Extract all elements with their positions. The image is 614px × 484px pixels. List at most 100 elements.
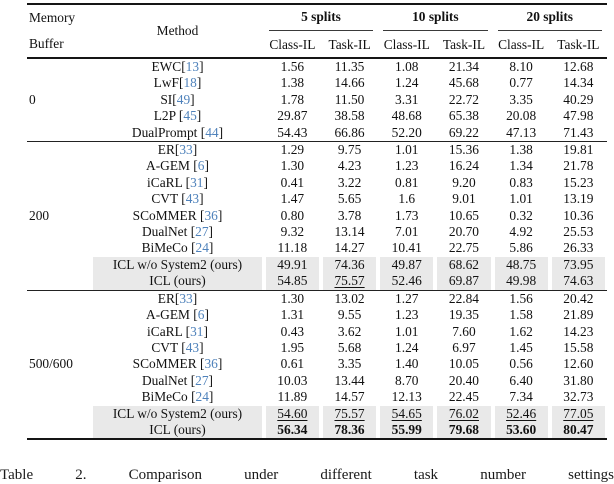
value-cell: 49.87 bbox=[378, 256, 435, 274]
citation-link[interactable]: 31 bbox=[190, 323, 204, 339]
table-row: SCoMMER [36] 0.80 3.78 1.73 10.65 0.32 10.36 bbox=[27, 208, 607, 224]
value-cell: 1.24 bbox=[395, 339, 419, 355]
value-cell: 10.36 bbox=[563, 207, 594, 223]
citation-link[interactable]: 13 bbox=[185, 59, 200, 74]
method-cell: ER[33] bbox=[91, 289, 264, 307]
method-header: Method bbox=[91, 5, 264, 59]
value-cell: 14.34 bbox=[563, 75, 594, 91]
value-cell: 3.35 bbox=[509, 91, 533, 107]
citation-link[interactable]: 33 bbox=[179, 290, 193, 306]
value-cell: 20.40 bbox=[448, 372, 480, 388]
value-cell: 1.6 bbox=[398, 191, 416, 207]
method-label: CVT bbox=[151, 339, 178, 355]
table-row: DualNet [27] 10.03 13.44 8.70 20.40 6.40 31.80 bbox=[27, 373, 607, 389]
method-cell: DualPrompt [44] bbox=[131, 124, 224, 140]
value-cell: 1.45 bbox=[509, 339, 533, 355]
value-cell: 48.68 bbox=[391, 108, 422, 124]
method-label: CVT bbox=[151, 191, 178, 207]
group-header-20-splits-label: 20 splits bbox=[497, 7, 602, 32]
value-cell: 22.75 bbox=[448, 240, 480, 256]
memory-buffer-value: 200 bbox=[27, 141, 92, 290]
value-cell: 26.33 bbox=[563, 240, 594, 256]
value-cell: 1.23 bbox=[395, 158, 419, 174]
value-cell: 6.40 bbox=[509, 372, 533, 388]
value-cell: 49.91 bbox=[264, 256, 321, 274]
value-cell: 65.38 bbox=[448, 108, 480, 124]
value-cell: 15.58 bbox=[563, 339, 594, 355]
value-cell: 9.01 bbox=[452, 191, 476, 207]
value-cell: 9.75 bbox=[320, 141, 379, 158]
citation-link[interactable]: 33 bbox=[179, 142, 193, 158]
value-cell: 78.36 bbox=[321, 421, 378, 439]
value-cell: 29.87 bbox=[277, 108, 308, 124]
citation-link[interactable]: 27 bbox=[195, 372, 209, 388]
method-cell: A-GEM [6] bbox=[146, 307, 209, 323]
value-cell: 15.36 bbox=[435, 141, 493, 158]
value-cell: 0.56 bbox=[509, 356, 533, 372]
value-cell: 74.63 bbox=[550, 273, 607, 290]
value-cell: 5.65 bbox=[337, 191, 362, 207]
value-cell: 1.56 bbox=[492, 289, 550, 307]
citation-link[interactable]: 31 bbox=[190, 174, 204, 190]
value-cell: 54.85 bbox=[264, 273, 321, 290]
method-cell: DualNet [27] bbox=[141, 224, 214, 240]
citation-link[interactable]: 43 bbox=[185, 191, 200, 207]
value-cell: 1.01 bbox=[378, 141, 436, 158]
value-cell: 13.44 bbox=[334, 372, 365, 388]
group-header-10-splits: 10 splits bbox=[378, 5, 492, 32]
table-row: BiMeCo [24] 11.18 14.27 10.41 22.75 5.86 26.33 bbox=[27, 240, 607, 256]
table-row: 200 ER[33] 1.29 9.75 1.01 15.36 1.38 19.81 bbox=[27, 141, 607, 223]
value-cell: 22.72 bbox=[448, 91, 480, 107]
value-cell: 11.18 bbox=[277, 240, 308, 256]
value-cell: 1.47 bbox=[280, 191, 305, 207]
value-cell: 4.23 bbox=[337, 158, 362, 174]
value-cell: 80.47 bbox=[550, 421, 607, 439]
citation-link[interactable]: 27 bbox=[195, 224, 209, 240]
value-cell: 8.10 bbox=[509, 59, 533, 74]
method-cell: SCoMMER [36] bbox=[132, 207, 223, 223]
citation-link[interactable]: 18 bbox=[183, 75, 197, 91]
method-cell: LwF[18] bbox=[153, 75, 202, 91]
method-label: ICL w/o System2 (ours) bbox=[112, 256, 243, 272]
table-row: ICL w/o System2 (ours) 54.60 75.57 54.65 76.… bbox=[27, 405, 607, 422]
value-cell: 1.38 bbox=[280, 75, 305, 91]
citation-link[interactable]: 36 bbox=[204, 207, 218, 223]
value-cell: 69.87 bbox=[435, 273, 492, 290]
value-cell: 5.86 bbox=[509, 240, 533, 256]
value-cell: 7.34 bbox=[509, 389, 533, 405]
method-label: iCaRL bbox=[147, 174, 183, 190]
value-cell: 1.08 bbox=[395, 59, 419, 74]
value-cell: 8.70 bbox=[395, 372, 419, 388]
table-caption: Table 2. Comparison under different task… bbox=[0, 467, 614, 483]
citation-link[interactable]: 44 bbox=[205, 124, 219, 140]
value-cell: 1.78 bbox=[280, 91, 305, 107]
value-cell: 56.34 bbox=[264, 421, 321, 439]
method-cell: SI[49] bbox=[160, 91, 195, 107]
citation-link[interactable]: 24 bbox=[195, 240, 209, 256]
value-cell: 77.05 bbox=[550, 405, 607, 422]
value-cell: 1.29 bbox=[263, 141, 321, 158]
citation-link[interactable]: 6 bbox=[197, 158, 205, 174]
table-row: 500/600 ER[33] 1.30 13.02 1.27 22.84 1.56 20.42 bbox=[27, 289, 607, 371]
value-cell: 1.24 bbox=[395, 75, 419, 91]
value-cell: 14.66 bbox=[334, 75, 365, 91]
value-cell: 12.68 bbox=[563, 59, 594, 74]
value-cell: 1.62 bbox=[509, 323, 533, 339]
citation-link[interactable]: 49 bbox=[176, 91, 191, 107]
citation-link[interactable]: 43 bbox=[185, 339, 200, 355]
citation-link[interactable]: 45 bbox=[183, 108, 197, 124]
method-label: ER bbox=[157, 290, 175, 306]
value-cell: 14.27 bbox=[334, 240, 365, 256]
citation-link[interactable]: 24 bbox=[195, 389, 209, 405]
value-cell: 3.31 bbox=[395, 91, 419, 107]
memory-buffer-value: 0 bbox=[29, 91, 36, 107]
value-cell: 1.01 bbox=[509, 191, 533, 207]
memory-buffer-header: Memory Buffer bbox=[27, 5, 92, 59]
citation-link[interactable]: 6 bbox=[197, 307, 205, 323]
table-row: ICL w/o System2 (ours) 49.91 74.36 49.87 68.… bbox=[27, 256, 607, 274]
method-label: BiMeCo bbox=[141, 240, 188, 256]
citation-link[interactable]: 36 bbox=[204, 356, 218, 372]
method-label: SCoMMER bbox=[132, 207, 197, 223]
method-label: ICL (ours) bbox=[149, 421, 206, 437]
table-row: iCaRL [31] 0.41 3.22 0.81 9.20 0.83 15.23 bbox=[27, 175, 607, 191]
